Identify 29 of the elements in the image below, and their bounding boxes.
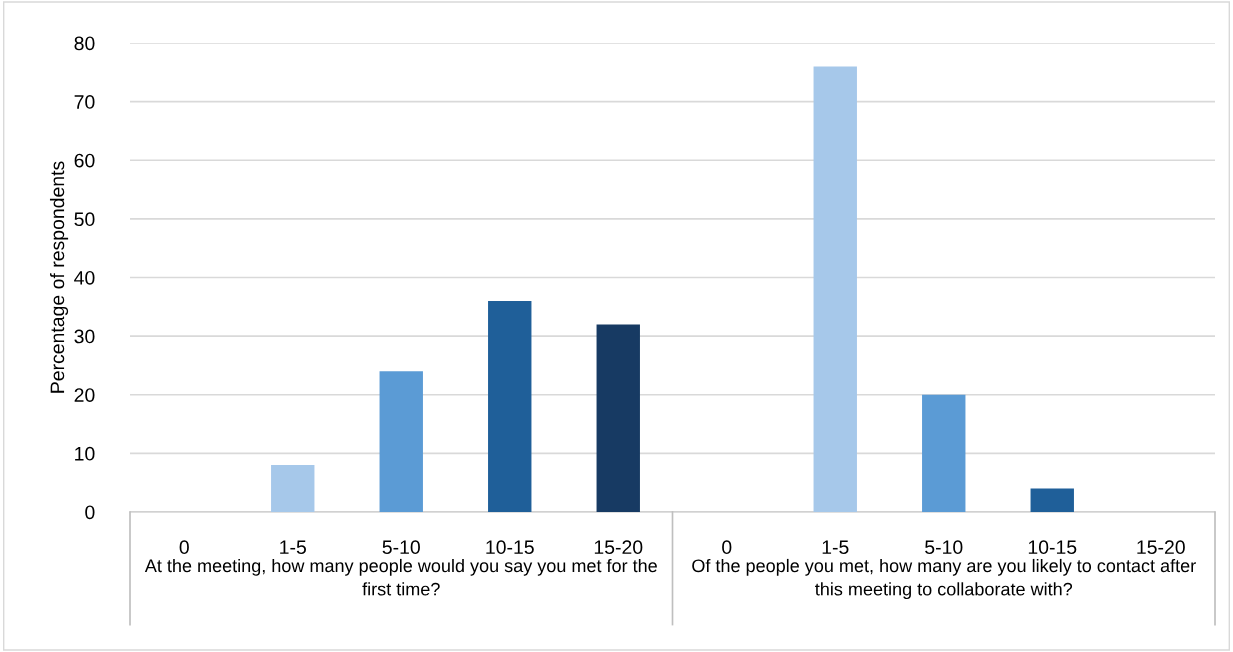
x-tick-label: 10-15 [1028,540,1077,555]
x-tick-label: 15-20 [1137,540,1185,555]
y-tick-label: 0 [85,505,95,520]
y-tick-label: 80 [74,36,95,51]
bar [596,324,640,512]
y-tick-label: 10 [75,446,95,461]
y-tick-label: 20 [74,388,95,402]
bar [1030,488,1074,512]
bar [922,394,966,512]
bar [488,300,532,512]
x-tick-label: 0 [179,540,189,555]
x-tick-label: 5-10 [382,540,420,555]
y-axis-title: Percentage of respondents [49,161,69,393]
y-tick-label: 60 [74,153,95,168]
y-tick-label: 50 [74,212,95,227]
x-tick-label: 15-20 [594,540,643,555]
x-tick-label: 1-5 [822,540,849,555]
text: Of the people you met, how many are you likely to contact after this meeting to collaborate with? [692,558,1196,600]
y-tick-label: 30 [74,329,95,344]
bar [813,66,857,512]
x-tick-label: 5-10 [925,540,963,555]
x-tick-label: 0 [722,540,732,555]
x-tick-label: 10-15 [486,540,534,555]
text: At the meeting, how many people would you say you met for the first time? [144,558,657,596]
bar [271,465,315,512]
bar [379,371,423,512]
y-tick-label: 70 [74,95,95,109]
x-tick-label: 1-5 [280,540,306,555]
y-tick-label: 40 [74,270,95,285]
